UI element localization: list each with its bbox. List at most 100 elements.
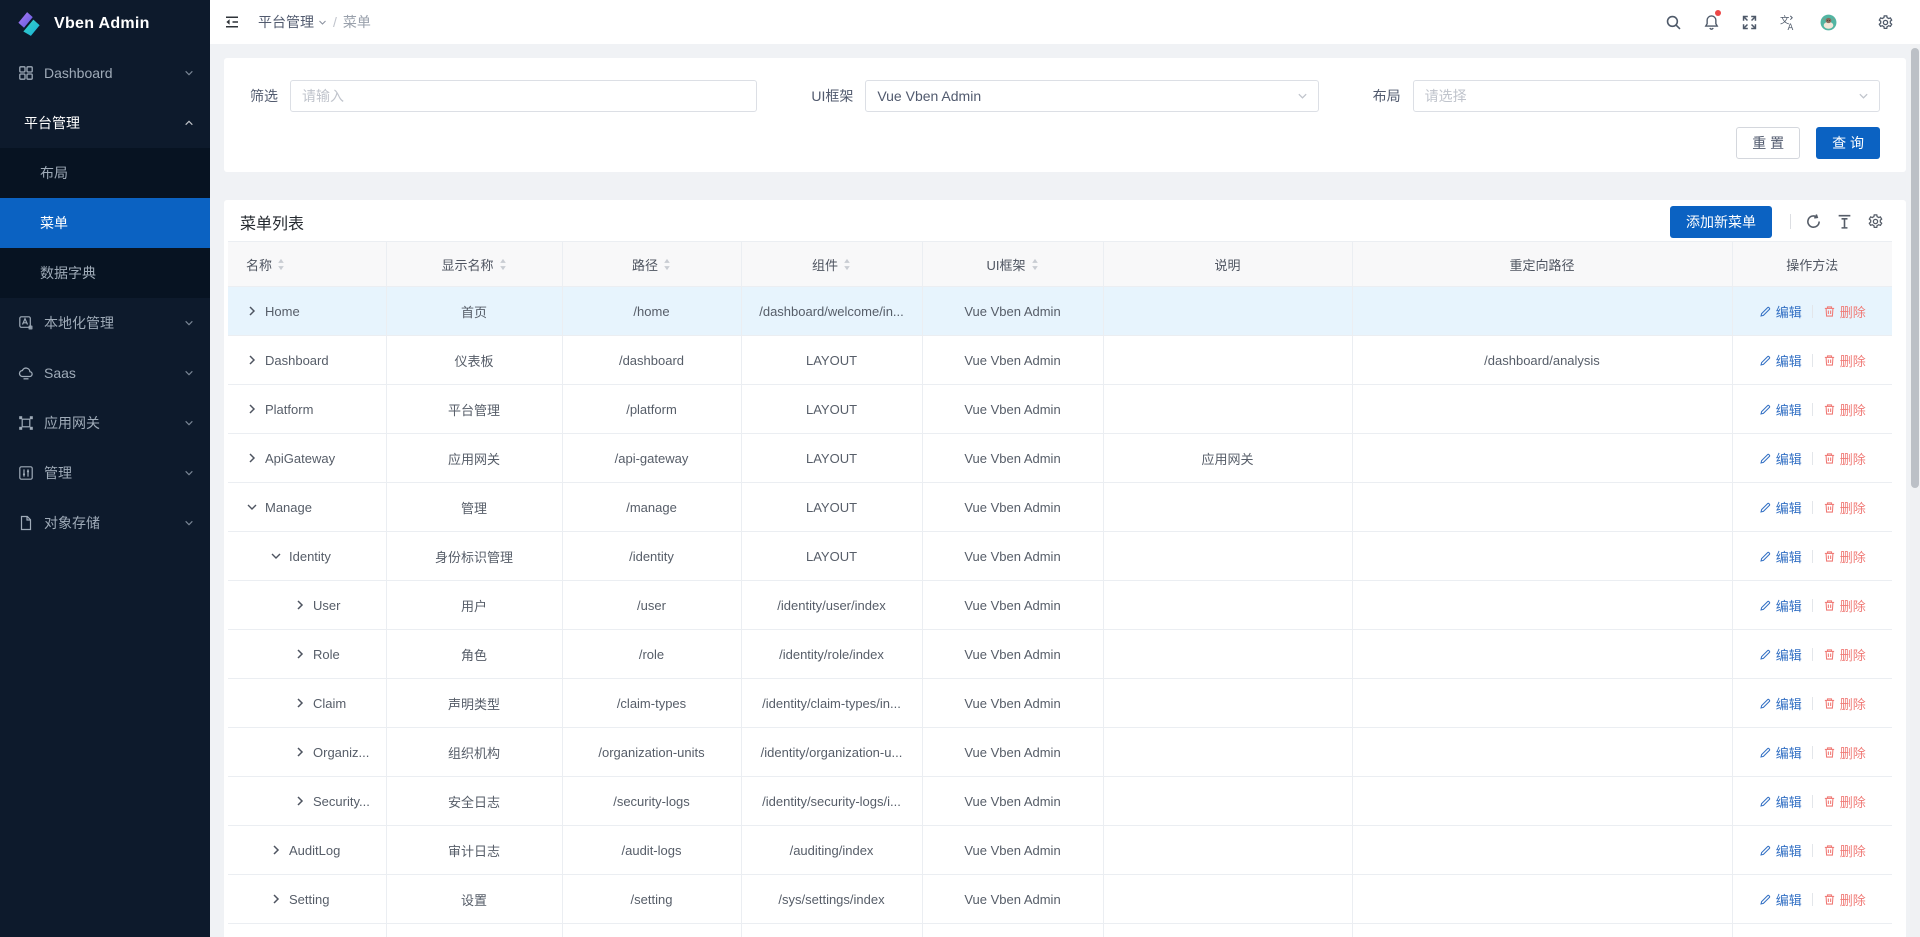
action-divider: [1811, 696, 1813, 710]
cell-actions: 编辑 删除: [1732, 825, 1892, 875]
expand-closed-icon[interactable]: [270, 893, 282, 905]
delete-button[interactable]: 删除: [1823, 841, 1866, 860]
expand-open-icon[interactable]: [270, 550, 282, 562]
cell-actions: 编辑 删除: [1732, 335, 1892, 385]
settings-icon[interactable]: [1866, 0, 1904, 44]
sidebar-item-manage[interactable]: 管理: [0, 448, 210, 498]
notification-icon[interactable]: [1692, 0, 1730, 44]
expand-open-icon[interactable]: [246, 501, 258, 513]
action-divider: [1811, 647, 1813, 661]
sidebar-item-menu[interactable]: 菜单: [0, 198, 210, 248]
cell-actions: 编辑 删除: [1732, 433, 1892, 483]
ui-framework-select[interactable]: Vue Vben Admin: [865, 80, 1319, 112]
edit-button[interactable]: 编辑: [1759, 841, 1802, 860]
edit-button[interactable]: 编辑: [1759, 694, 1802, 713]
query-button[interactable]: 查 询: [1816, 127, 1880, 159]
expand-closed-icon[interactable]: [246, 452, 258, 464]
edit-button[interactable]: 编辑: [1759, 890, 1802, 909]
fullscreen-icon[interactable]: [1730, 0, 1768, 44]
cell-ui_framework: Vue Vben Admin: [922, 531, 1104, 581]
sidebar-item-data-dictionary[interactable]: 数据字典: [0, 248, 210, 298]
expand-closed-icon[interactable]: [246, 403, 258, 415]
action-divider: [1811, 843, 1813, 857]
page-scrollbar: [1910, 44, 1920, 937]
delete-button[interactable]: 删除: [1823, 351, 1866, 370]
action-divider: [1811, 451, 1813, 465]
refresh-icon[interactable]: [1805, 213, 1822, 230]
sidebar-item-localization[interactable]: 本地化管理: [0, 298, 210, 348]
expand-closed-icon[interactable]: [294, 697, 306, 709]
edit-button[interactable]: 编辑: [1759, 449, 1802, 468]
user-avatar[interactable]: [1806, 0, 1850, 44]
cell-ui_framework: Vue Vben Admin: [922, 727, 1104, 777]
column-header[interactable]: UI框架: [922, 241, 1104, 287]
edit-button[interactable]: 编辑: [1759, 302, 1802, 321]
collapse-sidebar-icon[interactable]: [224, 14, 240, 30]
cell-path: /user: [562, 580, 742, 630]
search-icon[interactable]: [1654, 0, 1692, 44]
row-height-icon[interactable]: [1836, 213, 1853, 230]
cell-redirect: [1352, 874, 1733, 924]
dashboard-grid-icon: [18, 65, 34, 81]
edit-button[interactable]: 编辑: [1759, 547, 1802, 566]
layout-select[interactable]: 请选择: [1412, 80, 1880, 112]
delete-button[interactable]: 删除: [1823, 890, 1866, 909]
sidebar-item-saas[interactable]: Saas: [0, 348, 210, 398]
sidebar-item-gateway[interactable]: 应用网关: [0, 398, 210, 448]
filter-field-layout: 布局 请选择: [1373, 80, 1880, 112]
sort-carets-icon: [499, 258, 507, 271]
edit-button[interactable]: 编辑: [1759, 743, 1802, 762]
cell-description: [1103, 678, 1353, 728]
edit-button[interactable]: 编辑: [1759, 792, 1802, 811]
reset-button[interactable]: 重 置: [1736, 127, 1801, 159]
delete-button[interactable]: 删除: [1823, 302, 1866, 321]
expand-closed-icon[interactable]: [270, 844, 282, 856]
delete-button[interactable]: 删除: [1823, 547, 1866, 566]
keyword-input-field[interactable]: [302, 88, 746, 104]
filter-label-ui-framework: UI框架: [811, 88, 854, 104]
delete-button[interactable]: 删除: [1823, 596, 1866, 615]
keyword-input[interactable]: [290, 80, 758, 112]
delete-button[interactable]: 删除: [1823, 792, 1866, 811]
edit-button[interactable]: 编辑: [1759, 351, 1802, 370]
sidebar-item-platform[interactable]: 平台管理: [0, 98, 210, 148]
column-header[interactable]: 名称: [228, 241, 387, 287]
filter-label-layout: 布局: [1372, 88, 1401, 104]
delete-button[interactable]: 删除: [1823, 449, 1866, 468]
scrollbar-thumb[interactable]: [1911, 48, 1919, 488]
delete-button[interactable]: 删除: [1823, 743, 1866, 762]
cell-name: Setting: [228, 874, 387, 924]
sidebar-item-object-storage[interactable]: 对象存储: [0, 498, 210, 548]
chevron-down-icon: [184, 518, 194, 528]
cell-description: [1103, 825, 1353, 875]
app-logo[interactable]: Vben Admin: [0, 0, 210, 48]
column-header[interactable]: 组件: [741, 241, 923, 287]
edit-button[interactable]: 编辑: [1759, 498, 1802, 517]
expand-closed-icon[interactable]: [294, 795, 306, 807]
expand-closed-icon[interactable]: [246, 354, 258, 366]
action-divider: [1811, 892, 1813, 906]
column-header[interactable]: 路径: [562, 241, 742, 287]
cell-component: LAYOUT: [741, 531, 923, 581]
add-menu-button[interactable]: 添加新菜单: [1670, 205, 1772, 238]
table-row: Manage 管理/manage LAYOUT Vue Vben Admin 编辑 删除: [228, 482, 1892, 532]
sidebar-item-dashboard[interactable]: Dashboard: [0, 48, 210, 98]
delete-button[interactable]: 删除: [1823, 400, 1866, 419]
column-header[interactable]: 显示名称: [386, 241, 563, 287]
column-settings-gear-icon[interactable]: [1867, 213, 1884, 230]
sidebar-item-layout[interactable]: 布局: [0, 148, 210, 198]
edit-button[interactable]: 编辑: [1759, 596, 1802, 615]
delete-button[interactable]: 删除: [1823, 645, 1866, 664]
expand-closed-icon[interactable]: [294, 648, 306, 660]
delete-button[interactable]: 删除: [1823, 694, 1866, 713]
filter-buttons: 重 置 查 询: [250, 127, 1880, 159]
delete-button[interactable]: 删除: [1823, 498, 1866, 517]
expand-closed-icon[interactable]: [294, 746, 306, 758]
expand-closed-icon[interactable]: [246, 305, 258, 317]
expand-closed-icon[interactable]: [294, 599, 306, 611]
edit-button[interactable]: 编辑: [1759, 645, 1802, 664]
breadcrumb-parent[interactable]: 平台管理: [258, 12, 327, 32]
cell-ui_framework: Vue Vben Admin: [922, 335, 1104, 385]
edit-button[interactable]: 编辑: [1759, 400, 1802, 419]
